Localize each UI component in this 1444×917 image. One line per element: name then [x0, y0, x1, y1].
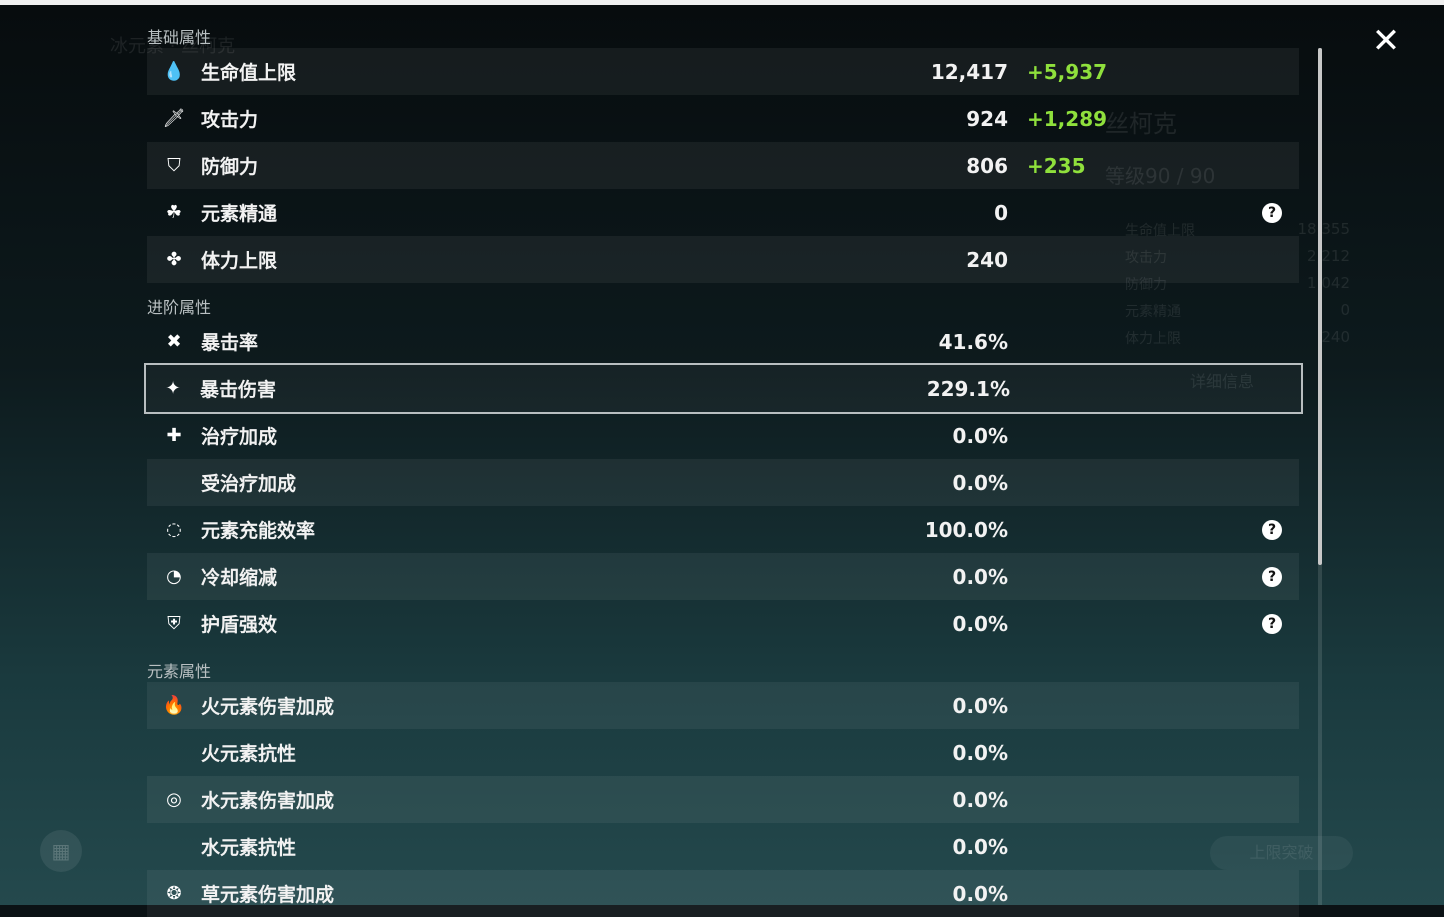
bg-summary-value: 2,212 — [1307, 247, 1350, 265]
stat-label: 水元素抗性 — [201, 837, 297, 859]
stat-row[interactable]: ❂ 草元素伤害加成 0.0% — [147, 870, 1299, 917]
stat-value: 0.0% — [952, 881, 1008, 906]
help-icon[interactable]: ? — [1262, 566, 1282, 587]
stat-bonus: +1,289 — [1027, 106, 1108, 131]
stat-value: 0.0% — [952, 564, 1008, 589]
shield-strength-icon: ⛨ — [167, 613, 181, 634]
stat-label: 护盾强效 — [201, 614, 278, 636]
stat-label: 元素充能效率 — [201, 520, 316, 542]
stat-value: 0.0% — [952, 470, 1008, 495]
stat-label: 暴击伤害 — [200, 379, 277, 401]
stat-row[interactable]: ✤ 体力上限 240 — [147, 236, 1299, 283]
stat-value: 0.0% — [952, 423, 1008, 448]
stat-label: 火元素伤害加成 — [201, 696, 335, 718]
energy-recharge-icon: ◌ — [166, 519, 182, 540]
stat-value: 0 — [994, 200, 1008, 225]
stat-label: 受治疗加成 — [201, 473, 297, 495]
stat-label: 元素精通 — [201, 203, 278, 225]
section-title: 进阶属性 — [147, 298, 212, 317]
cooldown-icon: ◔ — [166, 566, 182, 587]
stat-label: 治疗加成 — [201, 426, 278, 448]
stat-value: 0.0% — [952, 834, 1008, 859]
bg-summary-value: 1,042 — [1307, 274, 1350, 292]
section-title: 基础属性 — [147, 28, 212, 47]
stat-value: 806 — [966, 153, 1008, 178]
stat-label: 防御力 — [201, 156, 259, 178]
stat-row[interactable]: 火元素抗性 0.0% — [147, 729, 1299, 776]
stat-value: 0.0% — [952, 787, 1008, 812]
stat-row[interactable]: ⛉ 防御力 806 +235 — [147, 142, 1299, 189]
stat-label: 火元素抗性 — [201, 743, 297, 765]
bg-summary-label: 体力上限 — [1125, 331, 1181, 347]
bg-summary-value: 240 — [1321, 328, 1350, 346]
stat-label: 生命值上限 — [201, 62, 297, 84]
bg-summary-value: 18,355 — [1297, 220, 1351, 238]
elemental-mastery-icon: ☘ — [165, 202, 183, 223]
shield-icon: ⛉ — [167, 155, 181, 176]
stat-row[interactable]: ◌ 元素充能效率 100.0%? — [147, 506, 1299, 553]
help-icon[interactable]: ? — [1262, 202, 1282, 223]
stat-row[interactable]: 🗡 攻击力 924 +1,289 — [147, 95, 1299, 142]
bg-ascend-button: 上限突破 — [1210, 836, 1353, 870]
scrollbar-thumb[interactable] — [1318, 48, 1322, 565]
stat-label: 冷却缩减 — [201, 567, 278, 589]
sword-icon: 🗡 — [162, 108, 186, 129]
stat-row[interactable]: ✦ 暴击伤害 229.1% — [144, 363, 1303, 414]
stat-value: 12,417 — [930, 59, 1008, 84]
stat-row[interactable]: ☘ 元素精通 0? — [147, 189, 1299, 236]
bg-summary-label: 防御力 — [1125, 277, 1167, 293]
stat-value: 0.0% — [952, 740, 1008, 765]
bg-summary-value: 0 — [1340, 301, 1350, 319]
stat-row[interactable]: ◔ 冷却缩减 0.0%? — [147, 553, 1299, 600]
stat-bonus: +235 — [1027, 153, 1086, 178]
stat-row[interactable]: ⛨ 护盾强效 0.0%? — [147, 600, 1299, 647]
stat-value: 240 — [966, 247, 1008, 272]
window-top-bar — [0, 0, 1444, 5]
stat-value: 229.1% — [926, 376, 1010, 401]
bg-summary-label: 攻击力 — [1125, 250, 1167, 266]
stat-value: 0.0% — [952, 611, 1008, 636]
stat-bonus: +5,937 — [1027, 59, 1108, 84]
stat-value: 100.0% — [924, 517, 1008, 542]
dendro-icon: ❂ — [166, 883, 182, 904]
stamina-icon: ✤ — [166, 249, 182, 270]
stat-label: 攻击力 — [201, 109, 259, 131]
crit-dmg-icon: ✦ — [165, 378, 181, 399]
bg-detail-button: 详细信息 — [1190, 372, 1255, 391]
stat-row[interactable]: ✖ 暴击率 41.6% — [147, 318, 1299, 365]
stat-row[interactable]: 水元素抗性 0.0% — [147, 823, 1299, 870]
bg-level: 等级90 / 90 — [1105, 164, 1216, 188]
character-background — [0, 5, 1444, 905]
stat-value: 924 — [966, 106, 1008, 131]
stat-row[interactable]: 🔥 火元素伤害加成 0.0% — [147, 682, 1299, 729]
stat-value: 0.0% — [952, 693, 1008, 718]
bg-summary-label: 生命值上限 — [1125, 223, 1195, 239]
bg-element-name: 冰元素 · 丝柯克 — [110, 36, 236, 57]
stat-row[interactable]: ✚ 治疗加成 0.0% — [147, 412, 1299, 459]
bg-char-name: 丝柯克 — [1105, 110, 1177, 138]
stat-label: 暴击率 — [201, 332, 259, 354]
stat-label: 水元素伤害加成 — [201, 790, 335, 812]
bg-summary-label: 元素精通 — [1125, 304, 1181, 320]
menu-grid-icon[interactable]: ▦ — [40, 830, 82, 872]
stat-label: 草元素伤害加成 — [201, 884, 335, 906]
close-button[interactable]: ✕ — [1371, 21, 1401, 61]
section-title: 元素属性 — [147, 662, 212, 681]
help-icon[interactable]: ? — [1262, 519, 1282, 540]
help-icon[interactable]: ? — [1262, 613, 1282, 634]
healing-icon: ✚ — [166, 425, 182, 446]
stat-value: 41.6% — [938, 329, 1008, 354]
stat-row[interactable]: ◎ 水元素伤害加成 0.0% — [147, 776, 1299, 823]
stat-row[interactable]: 受治疗加成 0.0% — [147, 459, 1299, 506]
stat-label: 体力上限 — [201, 250, 278, 272]
stat-row[interactable]: 💧 生命值上限 12,417 +5,937 — [147, 48, 1299, 95]
crit-rate-icon: ✖ — [166, 331, 182, 352]
hydro-icon: ◎ — [166, 789, 182, 810]
hp-drop-icon: 💧 — [162, 61, 186, 82]
pyro-icon: 🔥 — [162, 695, 186, 716]
